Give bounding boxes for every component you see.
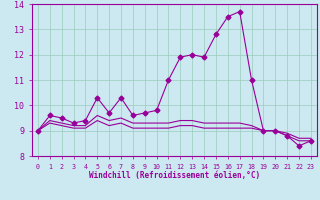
X-axis label: Windchill (Refroidissement éolien,°C): Windchill (Refroidissement éolien,°C) — [89, 171, 260, 180]
